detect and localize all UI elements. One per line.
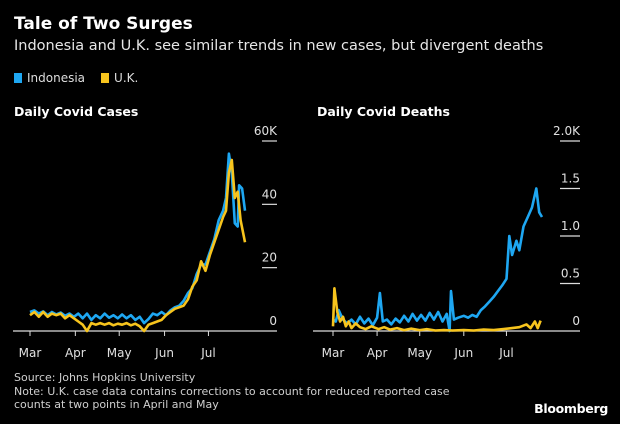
y-tick-label: 20 (262, 251, 277, 265)
legend-swatch-uk (101, 73, 110, 83)
note-text-1: Note: U.K. case data contains correction… (14, 384, 450, 398)
y-tick-label: 0.5 (561, 267, 580, 281)
y-tick-label: 0 (572, 314, 580, 328)
x-tick-label: Mar (322, 346, 345, 360)
y-tick-label: 60K (254, 124, 278, 138)
note-text-2: counts at two points in April and May (14, 398, 219, 411)
footnote: Source: Johns Hopkins University Note: U… (14, 371, 450, 412)
chart-title: Tale of Two Surges (14, 14, 193, 34)
legend: Indonesia U.K. (14, 71, 138, 85)
x-tick-label: Jul (498, 346, 513, 360)
x-tick-label: Jul (200, 346, 215, 360)
x-tick-label: May (407, 346, 432, 360)
cases-chart: Mar Apr May Jun Jul 0 20 40 60K (13, 124, 278, 360)
x-tick-label: Jun (453, 346, 473, 360)
series-line-indonesia (29, 152, 247, 325)
series-line-uk (29, 158, 247, 333)
bloomberg-logo: Bloomberg (534, 401, 608, 416)
x-tick-label: Mar (19, 346, 42, 360)
cases-panel-title: Daily Covid Cases (14, 104, 139, 119)
deaths-panel-title: Daily Covid Deaths (317, 104, 450, 119)
legend-label: U.K. (114, 71, 139, 85)
series-line-indonesia (332, 187, 544, 333)
y-tick-label: 1.5 (561, 172, 580, 186)
deaths-chart: Mar Apr May Jun Jul 0 0.5 1.0 1.5 2.0K (313, 124, 581, 360)
x-tick-label: May (107, 346, 132, 360)
legend-item-indonesia: Indonesia (14, 71, 85, 85)
y-tick-label: 40 (262, 187, 277, 201)
y-tick-label: 2.0K (553, 124, 581, 138)
x-tick-label: Apr (367, 346, 388, 360)
legend-swatch-indonesia (14, 73, 22, 83)
x-tick-label: Jun (154, 346, 174, 360)
x-tick-label: Apr (65, 346, 86, 360)
source-text: Source: Johns Hopkins University (14, 371, 196, 384)
legend-label: Indonesia (27, 71, 86, 85)
series-line-uk (331, 286, 542, 332)
chart-subtitle: Indonesia and U.K. see similar trends in… (14, 38, 544, 54)
y-tick-label: 0 (269, 314, 277, 328)
y-tick-label: 1.0 (561, 219, 580, 233)
legend-item-uk: U.K. (101, 71, 138, 85)
